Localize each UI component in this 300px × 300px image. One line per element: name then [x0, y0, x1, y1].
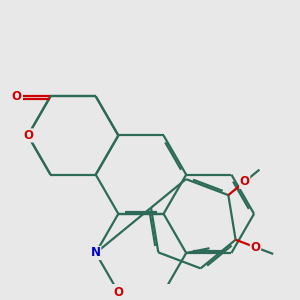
Text: O: O [11, 90, 21, 103]
Text: O: O [23, 129, 33, 142]
Text: O: O [113, 286, 123, 298]
Text: O: O [240, 175, 250, 188]
Text: O: O [250, 241, 260, 254]
Text: N: N [91, 247, 101, 260]
